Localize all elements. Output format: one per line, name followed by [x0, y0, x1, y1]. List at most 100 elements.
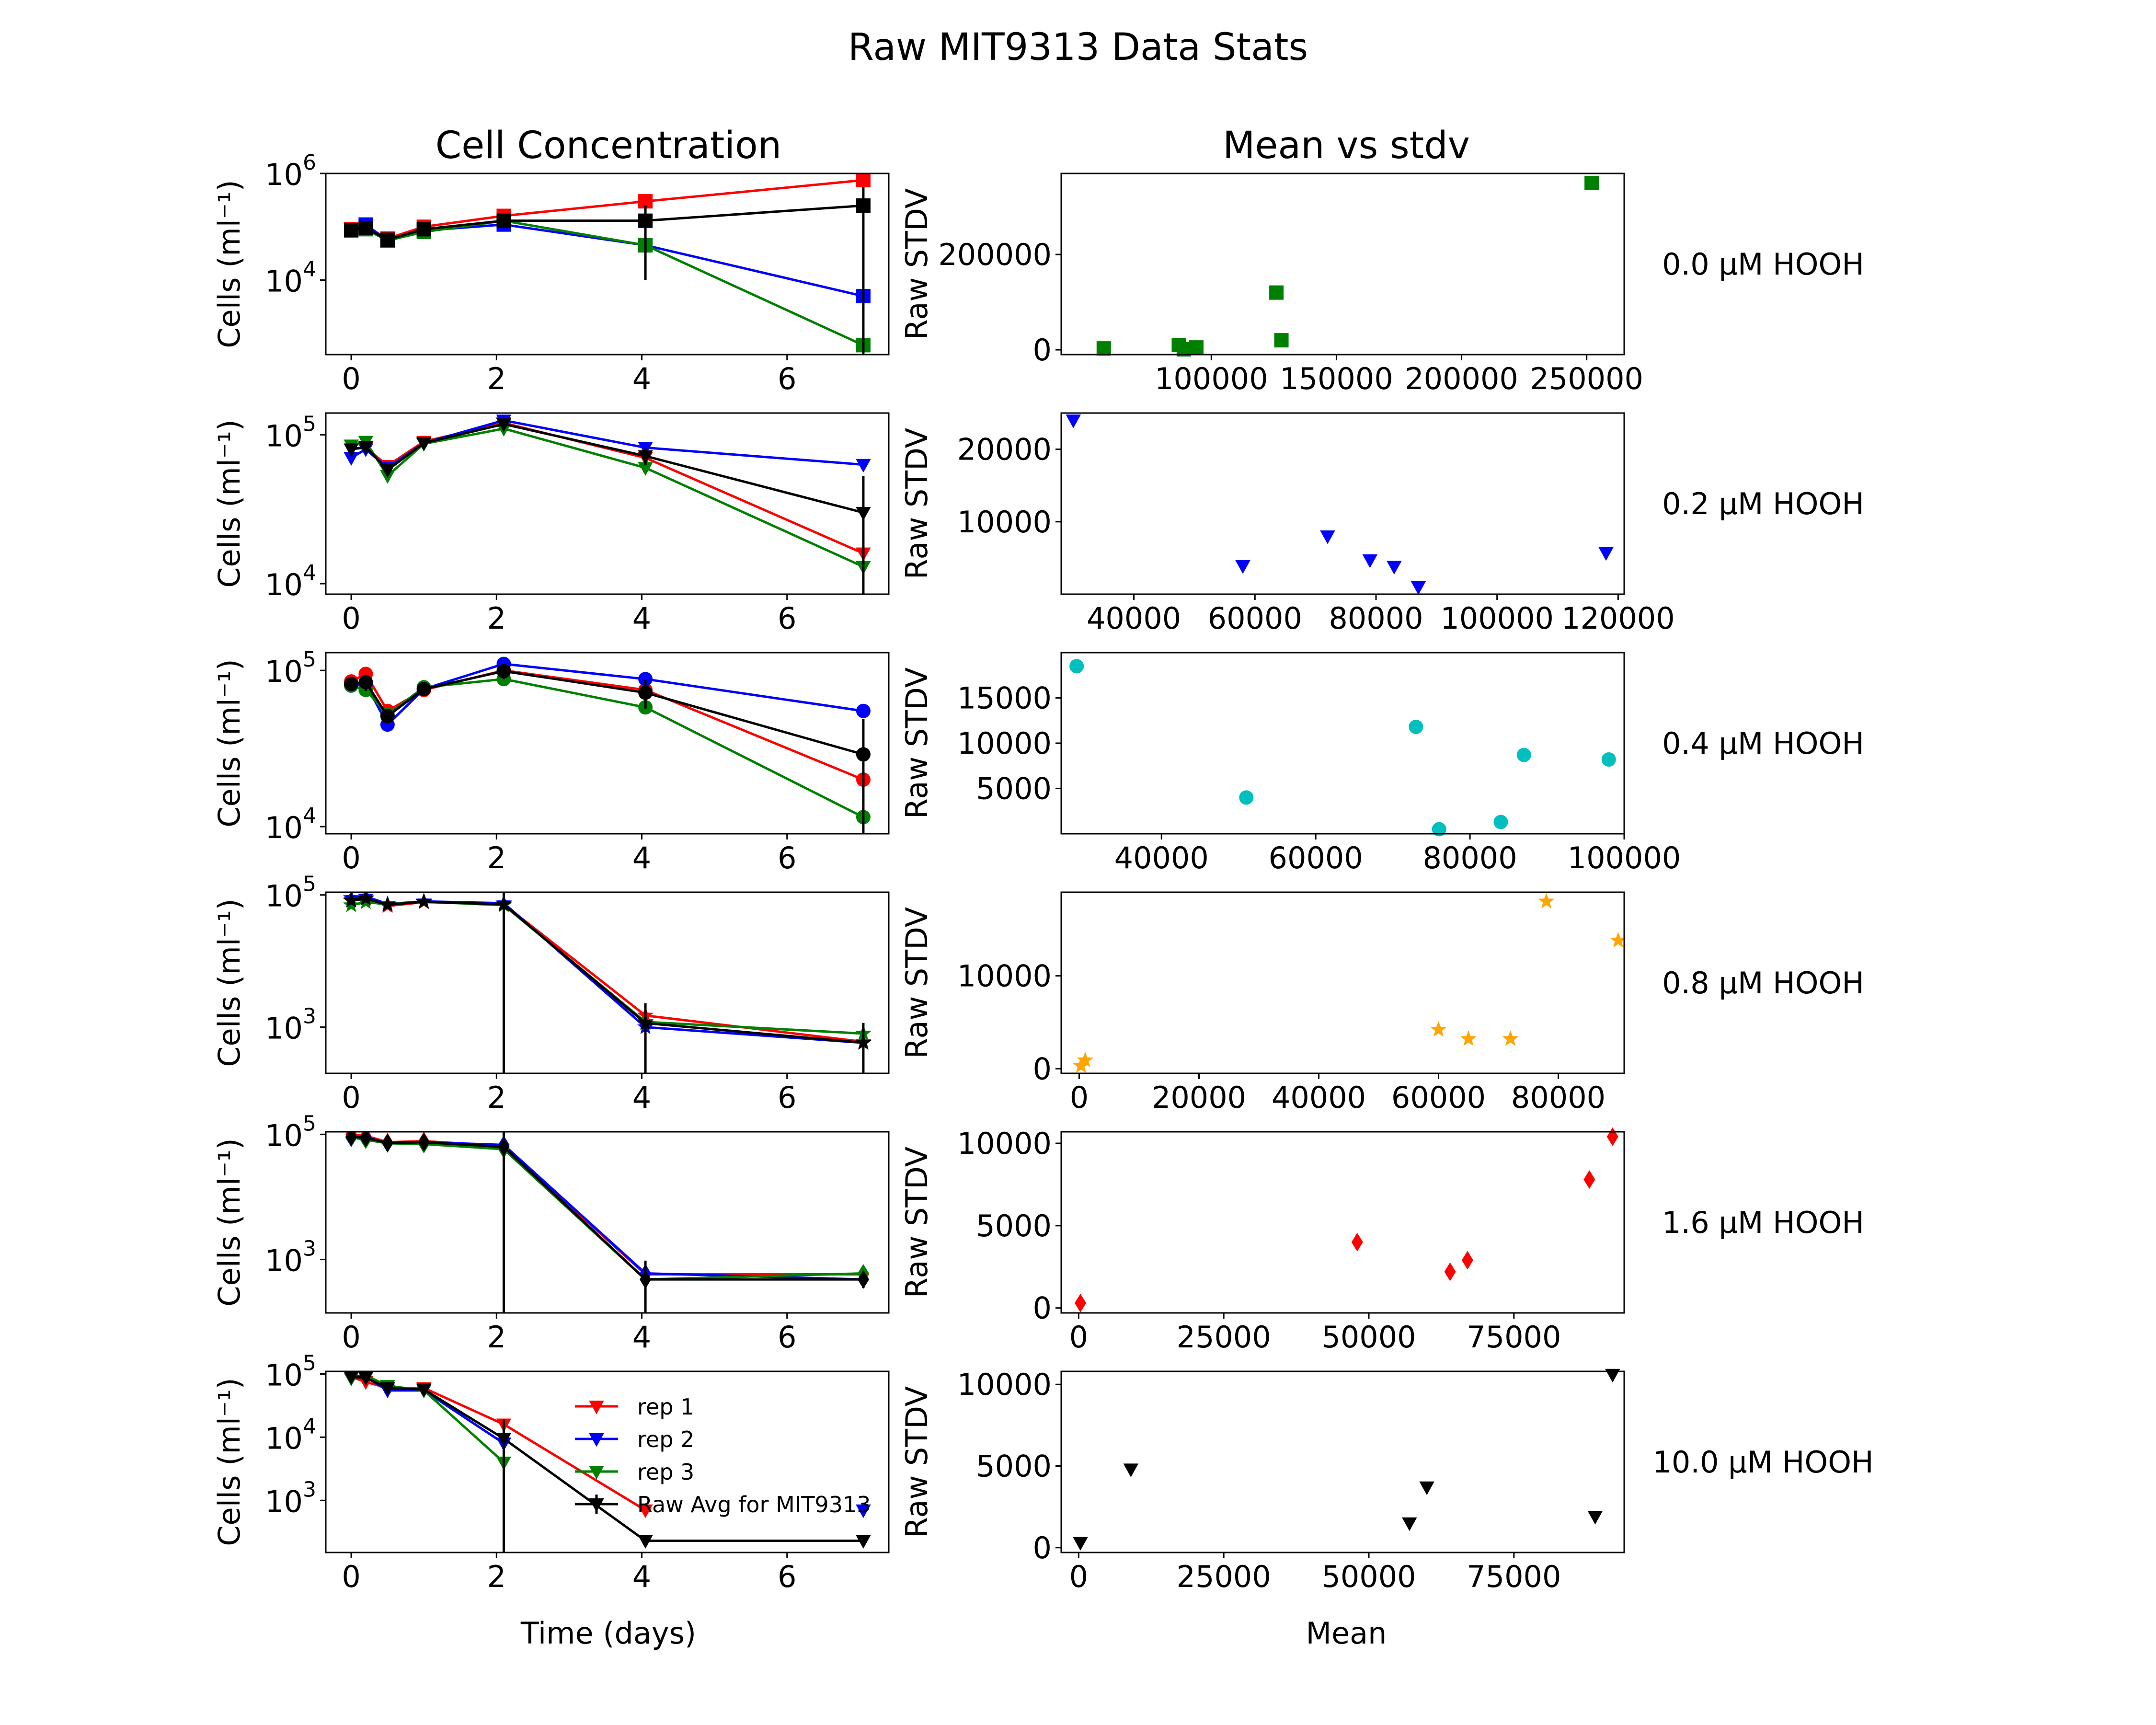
treatment-label: 0.8 µM HOOH [1662, 966, 1864, 1000]
series-group [344, 656, 871, 834]
stats-point [1320, 530, 1335, 544]
y-tick-label: 103 [265, 1237, 316, 1278]
legend-label: rep 2 [637, 1426, 694, 1452]
data-point [496, 664, 511, 678]
stats-point [1419, 1481, 1434, 1495]
y-tick-label: 10000 [957, 505, 1052, 540]
x-tick-label: 6 [778, 1080, 796, 1115]
treatment-label: 10.0 µM HOOH [1652, 1445, 1873, 1480]
x-tick-label: 0 [1069, 1320, 1088, 1355]
legend-entry-3: rep 3 [575, 1459, 694, 1485]
stats-point [1351, 1232, 1363, 1252]
y-tick-label: 10000 [957, 958, 1052, 993]
y-tick-label: 0 [1033, 333, 1052, 368]
stats-point [1362, 554, 1378, 568]
data-point [344, 443, 359, 458]
stats-point [1409, 719, 1423, 734]
stats-point [1461, 1251, 1473, 1270]
y-tick-label: 105 [265, 1111, 316, 1153]
x-tick-label: 80000 [1511, 1080, 1606, 1115]
x-tick-label: 0 [342, 1080, 360, 1115]
stats-point [1432, 822, 1446, 837]
legend-marker [589, 1498, 604, 1512]
y-tick-label: 200000 [938, 237, 1052, 272]
x-tick-label: 2 [487, 1320, 506, 1355]
y-tick-label: 20000 [957, 432, 1052, 467]
plot-frame [325, 412, 890, 595]
x-tick-label: 75000 [1467, 1559, 1561, 1594]
y-axis-label: Raw STDV [899, 428, 934, 579]
y-tick-exponent: 5 [303, 412, 316, 436]
x-tick-label: 50000 [1321, 1320, 1416, 1355]
series-line [351, 219, 864, 346]
stats-point [1502, 1030, 1519, 1046]
y-tick-label: 104 [265, 561, 316, 602]
x-tick-label: 60000 [1391, 1080, 1486, 1115]
data-point [856, 173, 871, 187]
data-point [638, 450, 653, 464]
stats-point [1069, 659, 1084, 674]
right-column-title: Mean vs stdv [1223, 124, 1470, 167]
data-point [358, 220, 373, 235]
data-point [638, 1504, 653, 1518]
y-tick-base: 10 [265, 810, 303, 845]
x-tick-label: 6 [778, 361, 796, 396]
data-point [416, 681, 431, 696]
stats-point [1516, 748, 1531, 762]
y-tick-label: 105 [265, 872, 316, 914]
x-tick-label: 6 [778, 1320, 796, 1355]
treatment-label: 1.6 µM HOOH [1662, 1205, 1864, 1240]
y-tick-base: 10 [265, 1484, 303, 1519]
left-column-title: Cell Concentration [436, 124, 781, 167]
series-line [351, 895, 864, 1044]
stats-point [1074, 1293, 1086, 1312]
plot-frame [325, 652, 890, 835]
y-tick-exponent: 4 [303, 1414, 316, 1438]
series-line [351, 1135, 863, 1281]
stats-point [1587, 1511, 1603, 1525]
y-axis-label: Cells (ml⁻¹) [212, 659, 247, 827]
y-tick-label: 104 [265, 1414, 316, 1456]
data-point [638, 685, 653, 700]
series-line [351, 897, 864, 1043]
series-line [351, 1133, 863, 1276]
series-3 [345, 1132, 869, 1289]
x-tick-label: 80000 [1422, 840, 1517, 875]
stats-point [1189, 340, 1204, 355]
y-tick-label: 104 [265, 257, 316, 299]
stats-plot: 0 20000 40000 60000 80000 0 10000 Raw STDV [899, 891, 1627, 1115]
data-point [344, 677, 359, 691]
series-4 [344, 187, 871, 355]
legend-label: Raw Avg for MIT9313 [637, 1492, 871, 1518]
y-tick-exponent: 4 [303, 257, 316, 281]
data-point [498, 1138, 510, 1157]
y-tick-label: 105 [265, 412, 316, 453]
data-point [358, 441, 374, 455]
y-tick-exponent: 5 [303, 872, 316, 897]
y-tick-exponent: 5 [303, 1351, 316, 1375]
stats-point [1584, 175, 1599, 190]
x-tick-label: 2 [487, 1080, 506, 1115]
x-tick-label: 100000 [1155, 361, 1268, 396]
legend-entry-4: Raw Avg for MIT9313 [575, 1492, 871, 1518]
y-tick-label: 103 [265, 1004, 316, 1046]
data-point [345, 1132, 357, 1146]
stats-point [1538, 893, 1555, 908]
series-4 [344, 1371, 871, 1552]
x-tick-label: 50000 [1321, 1559, 1416, 1594]
stats-plot: 40000 60000 80000 100000 5000 10000 15000 Raw S… [899, 652, 1681, 875]
legend-label: rep 1 [637, 1394, 694, 1420]
data-point [380, 1382, 395, 1396]
plot-frame [325, 172, 890, 356]
y-tick-base: 10 [265, 157, 303, 192]
legend-entry-1: rep 1 [575, 1394, 694, 1420]
x-tick-label: 2 [487, 601, 506, 636]
y-tick-base: 10 [265, 264, 303, 299]
x-tick-label: 120000 [1561, 601, 1675, 636]
y-tick-base: 10 [265, 654, 303, 689]
